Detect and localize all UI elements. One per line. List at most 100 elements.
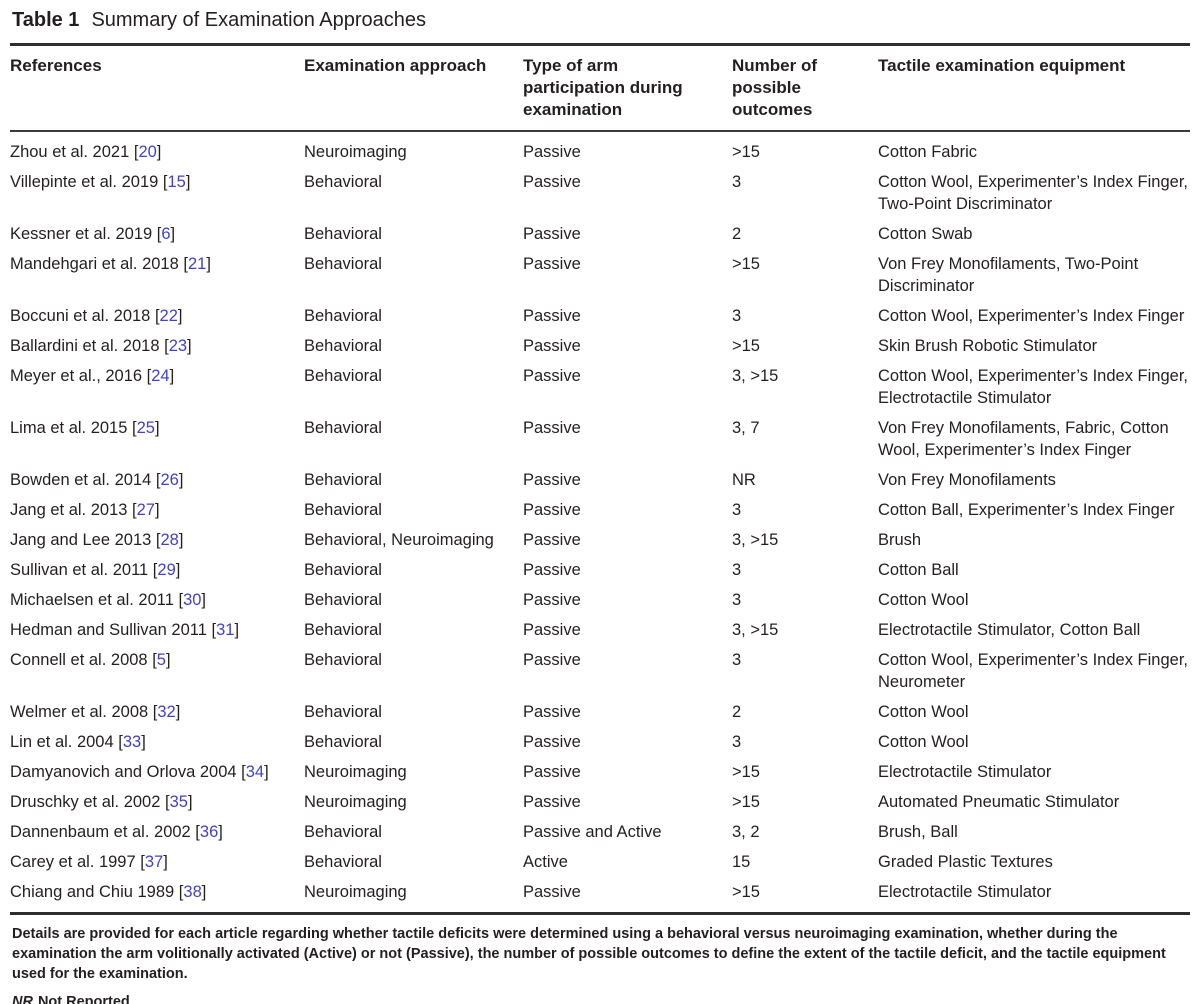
citation-link[interactable]: 35 xyxy=(169,793,188,811)
citation-link[interactable]: 27 xyxy=(136,501,155,519)
equipment-cell: Cotton Ball xyxy=(878,561,959,579)
citation-link[interactable]: 29 xyxy=(157,561,176,579)
outcomes-cell: >15 xyxy=(732,763,760,781)
equipment-cell: Brush xyxy=(878,531,922,549)
reference-cell: Dannenbaum et al. 2002 [36] xyxy=(10,817,304,847)
reference-text: Mandehgari et al. 2018 xyxy=(10,255,179,273)
outcomes-cell: 15 xyxy=(732,853,751,871)
examination-approaches-table: References Examination approach Type of … xyxy=(10,43,1190,915)
equipment-cell: Automated Pneumatic Stimulator xyxy=(878,793,1120,811)
reference-cell: Kessner et al. 2019 [6] xyxy=(10,219,304,249)
citation-link[interactable]: 21 xyxy=(187,255,207,273)
citation-bracket: [ xyxy=(148,561,158,579)
citation-bracket: ] xyxy=(218,823,223,841)
participation-cell: Passive xyxy=(523,307,581,325)
citation-bracket: [ xyxy=(151,531,161,549)
equipment-cell: Brush, Ball xyxy=(878,823,958,841)
reference-text: Carey et al. 1997 xyxy=(10,853,136,871)
approach-cell: Behavioral xyxy=(304,255,382,273)
outcomes-cell: NR xyxy=(732,471,756,489)
citation-bracket: [ xyxy=(127,419,137,437)
citation-link[interactable]: 38 xyxy=(183,883,202,901)
citation-link[interactable]: 28 xyxy=(160,531,179,549)
reference-text: Boccuni et al. 2018 xyxy=(10,307,151,325)
table-row: Sullivan et al. 2011 [29] Behavioral Pas… xyxy=(10,555,1190,585)
reference-text: Bowden et al. 2014 xyxy=(10,471,152,489)
approach-cell: Neuroimaging xyxy=(304,143,407,161)
approach-cell: Behavioral, Neuroimaging xyxy=(304,531,494,549)
citation-link[interactable]: 5 xyxy=(156,651,166,669)
reference-text: Kessner et al. 2019 xyxy=(10,225,153,243)
citation-link[interactable]: 37 xyxy=(144,853,164,871)
citation-bracket: ] xyxy=(178,471,184,489)
citation-bracket: [ xyxy=(113,733,123,751)
citation-link[interactable]: 25 xyxy=(136,419,155,437)
abbreviation-note: NR Not Reported xyxy=(12,992,1188,1004)
approach-cell: Behavioral xyxy=(304,561,382,579)
citation-link[interactable]: 31 xyxy=(216,621,235,639)
equipment-cell: Cotton Fabric xyxy=(878,143,978,161)
citation-link[interactable]: 33 xyxy=(122,733,142,751)
reference-cell: Lin et al. 2004 [33] xyxy=(10,727,304,757)
equipment-cell: Von Frey Monofilaments xyxy=(878,471,1056,489)
approach-cell: Behavioral xyxy=(304,591,382,609)
outcomes-cell: >15 xyxy=(732,793,760,811)
citation-bracket: [ xyxy=(127,501,137,519)
approach-cell: Behavioral xyxy=(304,651,382,669)
approach-cell: Neuroimaging xyxy=(304,793,407,811)
outcomes-cell: 3 xyxy=(732,501,742,519)
reference-text: Villepinte et al. 2019 xyxy=(10,173,159,191)
citation-link[interactable]: 32 xyxy=(157,703,176,721)
citation-link[interactable]: 6 xyxy=(161,225,171,243)
table-row: Mandehgari et al. 2018 [21] Behavioral P… xyxy=(10,249,1190,301)
citation-bracket: ] xyxy=(185,173,191,191)
reference-text: Druschky et al. 2002 xyxy=(10,793,161,811)
table-row: Bowden et al. 2014 [26] Behavioral Passi… xyxy=(10,465,1190,495)
reference-cell: Villepinte et al. 2019 [15] xyxy=(10,167,304,219)
table-row: Jang and Lee 2013 [28] Behavioral, Neuro… xyxy=(10,525,1190,555)
citation-link[interactable]: 34 xyxy=(245,763,265,781)
reference-cell: Ballardini et al. 2018 [23] xyxy=(10,331,304,361)
equipment-cell: Cotton Wool xyxy=(878,591,969,609)
citation-bracket: ] xyxy=(206,255,211,273)
reference-text: Jang et al. 2013 xyxy=(10,501,128,519)
outcomes-cell: 3 xyxy=(732,173,742,191)
reference-cell: Damyanovich and Orlova 2004 [34] xyxy=(10,757,304,787)
citation-bracket: [ xyxy=(236,763,246,781)
reference-cell: Lima et al. 2015 [25] xyxy=(10,413,304,465)
participation-cell: Passive xyxy=(523,733,581,751)
citation-link[interactable]: 24 xyxy=(151,367,170,385)
equipment-cell: Electrotactile Stimulator, Cotton Ball xyxy=(878,621,1141,639)
reference-text: Connell et al. 2008 xyxy=(10,651,148,669)
participation-cell: Active xyxy=(523,853,568,871)
outcomes-cell: 3 xyxy=(732,561,742,579)
citation-link[interactable]: 30 xyxy=(183,591,202,609)
equipment-cell: Cotton Wool xyxy=(878,703,969,721)
reference-text: Dannenbaum et al. 2002 xyxy=(10,823,191,841)
citation-link[interactable]: 15 xyxy=(167,173,186,191)
outcomes-cell: 3, >15 xyxy=(732,621,779,639)
outcomes-cell: 2 xyxy=(732,703,742,721)
citation-link[interactable]: 20 xyxy=(138,143,157,161)
citation-bracket: [ xyxy=(159,337,169,355)
citation-bracket: [ xyxy=(148,703,158,721)
approach-cell: Behavioral xyxy=(304,173,382,191)
reference-cell: Druschky et al. 2002 [35] xyxy=(10,787,304,817)
citation-link[interactable]: 26 xyxy=(160,471,179,489)
reference-text: Jang and Lee 2013 xyxy=(10,531,152,549)
outcomes-cell: >15 xyxy=(732,255,760,273)
citation-link[interactable]: 22 xyxy=(159,307,178,325)
approach-cell: Behavioral xyxy=(304,419,382,437)
reference-text: Damyanovich and Orlova 2004 xyxy=(10,763,237,781)
abbreviation-definition: Not Reported xyxy=(37,994,130,1004)
approach-cell: Behavioral xyxy=(304,621,382,639)
citation-bracket: ] xyxy=(201,591,207,609)
approach-cell: Behavioral xyxy=(304,733,382,751)
table-row: Lin et al. 2004 [33] Behavioral Passive … xyxy=(10,727,1190,757)
citation-link[interactable]: 23 xyxy=(168,337,188,355)
outcomes-cell: 3 xyxy=(732,651,742,669)
citation-link[interactable]: 36 xyxy=(199,823,219,841)
equipment-cell: Cotton Swab xyxy=(878,225,973,243)
reference-cell: Jang and Lee 2013 [28] xyxy=(10,525,304,555)
